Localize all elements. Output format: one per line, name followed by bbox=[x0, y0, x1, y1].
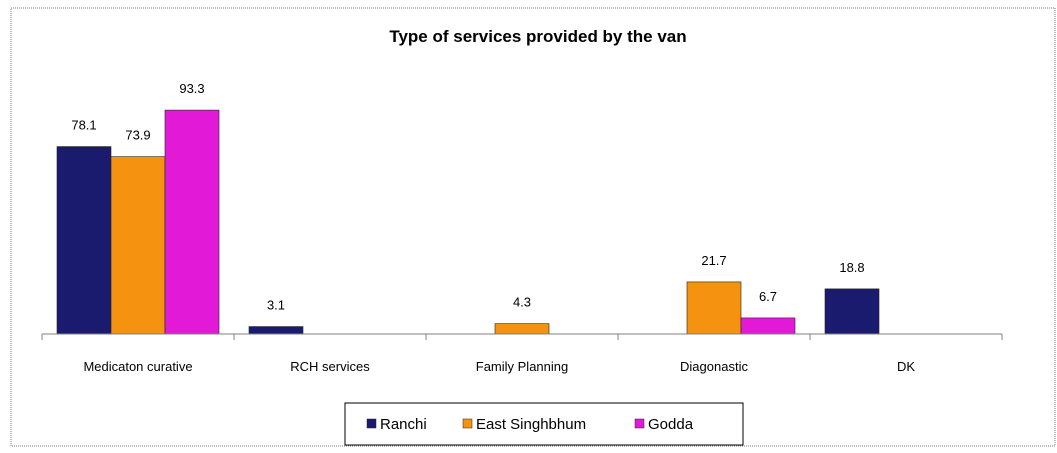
x-tick-label: Family Planning bbox=[476, 359, 569, 374]
legend-label: Ranchi bbox=[380, 416, 427, 433]
value-labels-group: 78.1 73.9 93.3 3.1 4.3 21.7 6.7 18.8 bbox=[71, 81, 864, 312]
x-tick-label: RCH services bbox=[290, 359, 370, 374]
data-label: 6.7 bbox=[759, 289, 777, 304]
chart-title: Type of services provided by the van bbox=[389, 27, 686, 46]
data-label: 78.1 bbox=[71, 118, 96, 133]
legend-label: Godda bbox=[648, 416, 694, 433]
x-tick-label: DK bbox=[897, 359, 915, 374]
bar bbox=[164, 109, 220, 335]
legend-box bbox=[344, 402, 744, 446]
data-label: 4.3 bbox=[513, 295, 531, 310]
bar bbox=[110, 156, 166, 335]
data-label: 3.1 bbox=[267, 298, 285, 313]
legend-label: East Singhbhum bbox=[476, 416, 586, 433]
bars-group bbox=[56, 109, 880, 335]
data-label: 21.7 bbox=[701, 253, 726, 268]
bar bbox=[248, 326, 304, 335]
bar bbox=[740, 317, 796, 335]
data-label: 93.3 bbox=[179, 81, 204, 96]
legend-swatch bbox=[634, 418, 645, 429]
x-axis: Medicaton curative RCH services Family Pla… bbox=[41, 333, 1003, 374]
legend-swatch bbox=[366, 418, 377, 429]
bar bbox=[686, 281, 742, 335]
data-label: 73.9 bbox=[125, 128, 150, 143]
x-tick-label: Medicaton curative bbox=[83, 359, 192, 374]
bar bbox=[824, 288, 880, 335]
legend: Ranchi East Singhbhum Godda bbox=[344, 402, 744, 446]
legend-swatch bbox=[462, 418, 473, 429]
x-tick-label: Diagonastic bbox=[680, 359, 748, 374]
bar bbox=[56, 146, 112, 335]
bar bbox=[494, 323, 550, 335]
data-label: 18.8 bbox=[839, 260, 864, 275]
